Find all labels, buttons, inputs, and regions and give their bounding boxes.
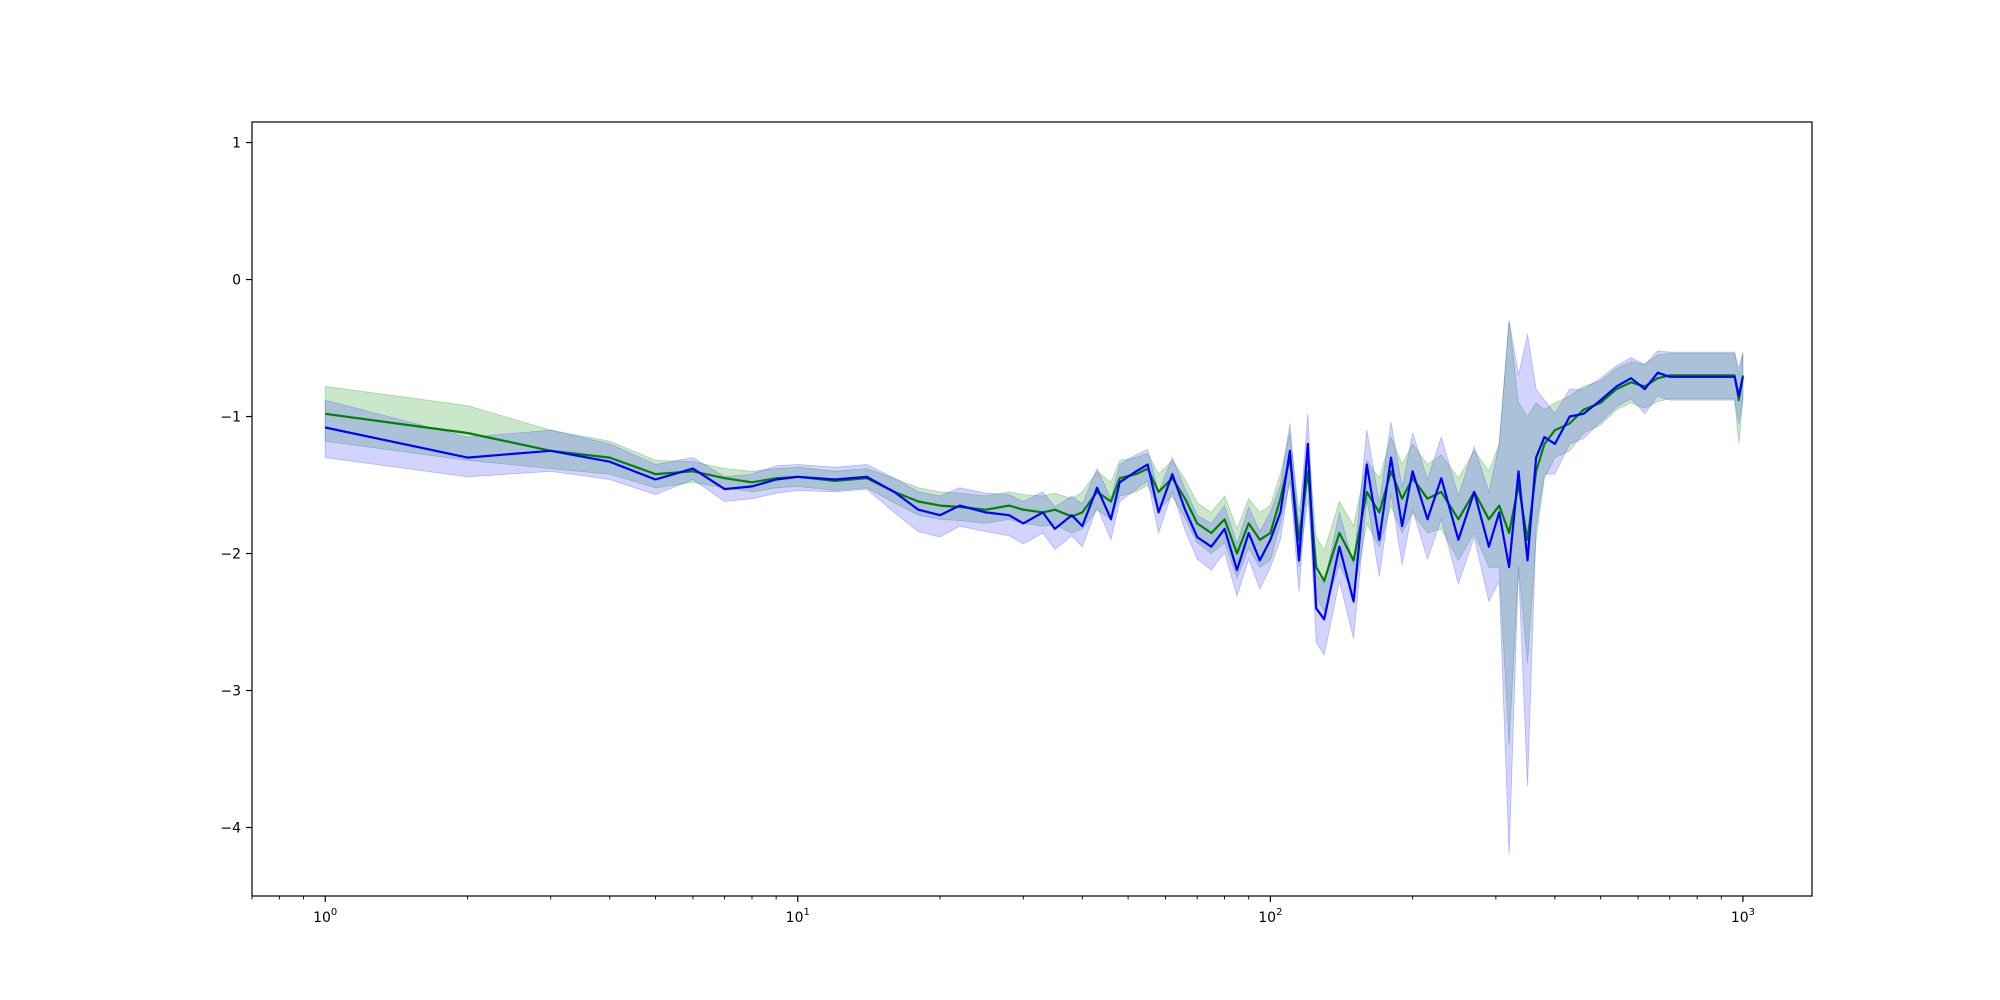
- x-tick-label: 103: [1731, 907, 1755, 926]
- series-0-line: [325, 374, 1744, 582]
- y-tick-label: −3: [220, 684, 241, 700]
- series-1-line: [324, 371, 1744, 621]
- y-tick-label: 0: [232, 273, 241, 289]
- plot-frame: [251, 121, 1813, 897]
- x-tick-label: 100: [313, 907, 337, 926]
- y-tick-label: −2: [220, 547, 241, 563]
- x-tick-label: 102: [1258, 907, 1282, 926]
- series-1-band: [324, 320, 1744, 855]
- confidence-bands: [324, 320, 1744, 855]
- y-tick-label: −4: [220, 821, 241, 837]
- y-tick-label: −1: [220, 410, 241, 426]
- axes: 1 0 −1 −2 −3 −4 100 101 102 103: [220, 121, 1813, 926]
- y-tick-label: 1: [232, 136, 241, 152]
- x-tick-label: 101: [786, 907, 810, 926]
- series-lines: [324, 371, 1744, 621]
